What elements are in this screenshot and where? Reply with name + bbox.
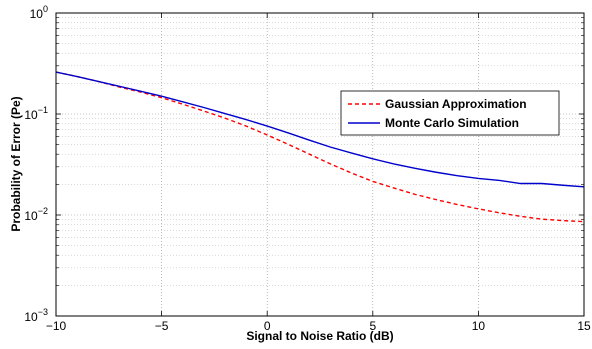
x-tick-label: −10: [46, 319, 67, 333]
plot-frame: [55, 12, 585, 317]
legend-label-monte-carlo: Monte Carlo Simulation: [385, 116, 519, 130]
legend-box: [340, 90, 560, 136]
y-tick-label: 10−3: [24, 307, 48, 324]
grid-lines: [56, 13, 584, 316]
tick-labels: −10 −5 0 5 10 15 100 10−1 10−2 10−3: [24, 4, 591, 333]
axis-ticks: [55, 13, 585, 317]
series-layer: [55, 71, 585, 223]
y-tick-label: 100: [30, 4, 48, 21]
x-tick-label: 10: [472, 319, 486, 333]
legend-label-gaussian: Gaussian Approximation: [385, 97, 527, 111]
y-tick-label: 10−1: [24, 105, 48, 122]
x-tick-label: 5: [369, 319, 376, 333]
x-tick-label: −5: [155, 319, 169, 333]
x-tick-label: 0: [264, 319, 271, 333]
series-line-gaussian: [55, 71, 585, 223]
y-tick-label: 10−2: [24, 206, 48, 223]
legend: Gaussian Approximation Monte Carlo Simul…: [340, 90, 560, 136]
x-tick-label: 15: [577, 319, 591, 333]
series-line-monte-carlo: [55, 71, 585, 188]
x-axis-label: Signal to Noise Ratio (dB): [246, 329, 393, 343]
y-axis-label: Probability of Error (Pe): [9, 96, 23, 231]
